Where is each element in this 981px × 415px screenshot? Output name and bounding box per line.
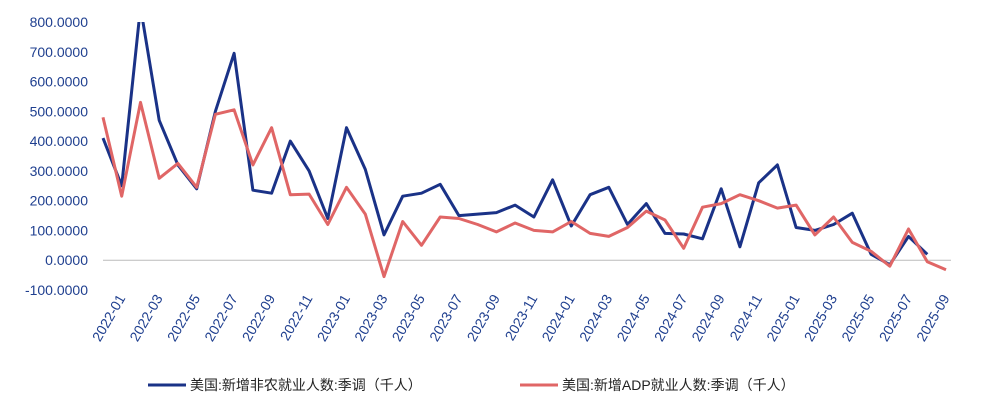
series-line: [101, 22, 929, 267]
x-tick-label: 2025-05: [838, 291, 878, 344]
y-tick-label: 100.0000: [30, 222, 89, 238]
x-tick-label: 2023-11: [501, 291, 540, 343]
x-tick-label: 2023-09: [463, 291, 503, 344]
legend-label: 美国:新增非农就业人数:季调（千人）: [190, 377, 422, 393]
x-tick-label: 2024-05: [613, 291, 653, 344]
y-tick-label: 700.0000: [30, 44, 89, 60]
y-tick-label: 0.0000: [45, 252, 88, 268]
x-tick-label: 2024-03: [576, 291, 616, 344]
x-tick-label: 2022-03: [126, 291, 166, 344]
x-tick-label: 2025-03: [801, 291, 841, 344]
x-tick-label: 2024-11: [726, 291, 765, 343]
y-tick-label: 200.0000: [30, 193, 89, 209]
y-tick-label: 500.0000: [30, 103, 89, 119]
y-tick-label: 400.0000: [30, 133, 89, 149]
x-tick-label: 2025-01: [763, 291, 803, 344]
x-tick-label: 2022-05: [164, 291, 204, 344]
plot-area: [101, 22, 947, 279]
x-tick-label: 2022-11: [277, 291, 316, 343]
y-tick-label: 600.0000: [30, 74, 89, 90]
x-tick-label: 2024-09: [688, 291, 728, 344]
y-tick-label: 800.0000: [30, 14, 89, 30]
x-tick-label: 2025-09: [913, 291, 953, 344]
x-tick-label: 2023-01: [314, 291, 354, 344]
legend-label: 美国:新增ADP就业人数:季调（千人）: [562, 377, 795, 393]
x-tick-label: 2025-07: [876, 291, 916, 344]
x-tick-label: 2023-03: [351, 291, 391, 344]
x-tick-label: 2022-07: [201, 291, 241, 344]
x-tick-label: 2022-09: [239, 291, 279, 344]
x-tick-label: 2023-07: [426, 291, 466, 344]
x-tick-label: 2023-05: [389, 291, 429, 344]
x-tick-label: 2024-07: [651, 291, 691, 344]
y-tick-label: 300.0000: [30, 163, 89, 179]
x-tick-label: 2022-01: [89, 291, 129, 344]
series-line: [101, 100, 947, 279]
x-tick-label: 2024-01: [538, 291, 578, 344]
y-tick-label: -100.0000: [25, 282, 88, 298]
